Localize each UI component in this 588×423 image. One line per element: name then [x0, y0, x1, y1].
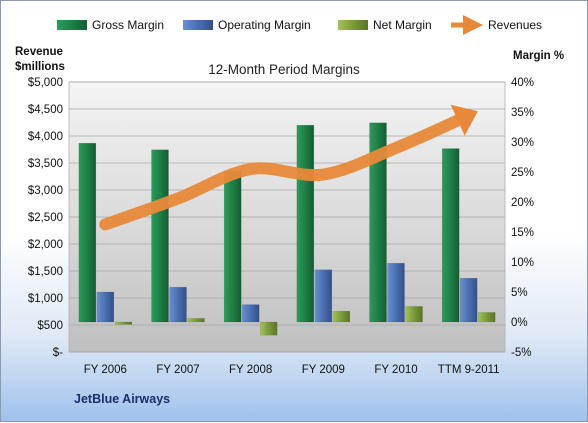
- left-axis-title-line1: Revenue: [15, 46, 63, 58]
- x-axis-ticks: FY 2006 FY 2007 FY 2008 FY 2009 FY 2010 TTM 9…: [84, 364, 500, 376]
- bar-net-margin: [259, 321, 278, 336]
- bar-net-margin: [332, 310, 351, 323]
- bar-operating-margin: [387, 262, 405, 323]
- x-tick-label: FY 2007: [156, 364, 199, 376]
- left-tick-label: $4,000: [28, 131, 63, 143]
- left-tick-label: $3,500: [28, 158, 63, 170]
- right-tick-label: 35%: [511, 107, 534, 119]
- left-tick-label: $4,500: [28, 104, 63, 116]
- bar-operating-margin: [96, 291, 115, 323]
- right-axis-ticks: -5% 0% 5% 10% 15% 20% 25% 30% 35% 40%: [511, 77, 534, 359]
- right-tick-label: 10%: [511, 257, 534, 269]
- legend-label-operating-margin: Operating Margin: [218, 18, 311, 32]
- left-tick-label: $2,000: [28, 239, 63, 251]
- bar-gross-margin: [296, 124, 315, 323]
- right-tick-label: 25%: [511, 167, 534, 179]
- legend-label-net-margin: Net Margin: [373, 18, 432, 32]
- gridlines: [69, 81, 505, 353]
- bar-gross-margin: [441, 148, 460, 323]
- right-tick-label: 5%: [511, 287, 528, 299]
- company-name: JetBlue Airways: [74, 392, 170, 406]
- left-tick-label: $1,000: [28, 293, 63, 305]
- x-tick-label: TTM 9-2011: [438, 364, 500, 376]
- bar-gross-margin: [223, 170, 242, 323]
- bar-net-margin: [114, 321, 133, 325]
- right-tick-label: 0%: [511, 317, 528, 329]
- bar-net-margin: [477, 312, 496, 323]
- revenue-line-path: [99, 109, 475, 231]
- legend-label-revenues: Revenues: [488, 18, 542, 32]
- revenue-arrow-head: [450, 104, 478, 136]
- x-tick-label: FY 2009: [302, 364, 345, 376]
- left-tick-label: $2,500: [28, 212, 63, 224]
- x-tick-label: FY 2006: [84, 364, 127, 376]
- left-tick-label: $500: [37, 320, 63, 332]
- legend-swatch-gross-margin: [57, 20, 87, 30]
- right-tick-label: 40%: [511, 77, 534, 89]
- bar-gross-margin: [151, 149, 169, 323]
- chart-title: 12-Month Period Margins: [208, 62, 360, 77]
- left-tick-label: $1,500: [28, 266, 63, 278]
- left-tick-label: $-: [53, 347, 63, 359]
- bar-series: [78, 122, 496, 336]
- right-tick-label: 20%: [511, 197, 534, 209]
- bar-net-margin: [405, 306, 423, 323]
- x-tick-label: FY 2008: [229, 364, 272, 376]
- left-axis-title-line2: $millions: [15, 61, 65, 73]
- legend-swatch-net-margin: [338, 20, 368, 30]
- x-tick-label: FY 2010: [374, 364, 417, 376]
- left-tick-label: $3,000: [28, 185, 63, 197]
- left-axis-ticks: $- $500 $1,000 $1,500 $2,000 $2,500 $3,000 $3,5…: [28, 77, 63, 359]
- bar-operating-margin: [169, 286, 187, 323]
- bar-net-margin: [187, 318, 205, 323]
- legend-label-gross-margin: Gross Margin: [92, 18, 164, 32]
- right-tick-label: 30%: [511, 137, 534, 149]
- bar-gross-margin: [369, 122, 387, 323]
- bar-operating-margin: [241, 304, 260, 323]
- right-tick-label: 15%: [511, 227, 534, 239]
- bar-gross-margin: [78, 142, 97, 323]
- right-tick-label: -5%: [511, 347, 531, 359]
- bar-operating-margin: [459, 277, 478, 323]
- bar-operating-margin: [314, 269, 333, 323]
- right-axis-title: Margin %: [513, 50, 564, 62]
- left-tick-label: $5,000: [28, 77, 63, 89]
- legend-swatch-operating-margin: [183, 20, 213, 30]
- legend: Gross Margin Operating Margin Net Margin…: [57, 15, 542, 35]
- revenue-line: [99, 104, 478, 231]
